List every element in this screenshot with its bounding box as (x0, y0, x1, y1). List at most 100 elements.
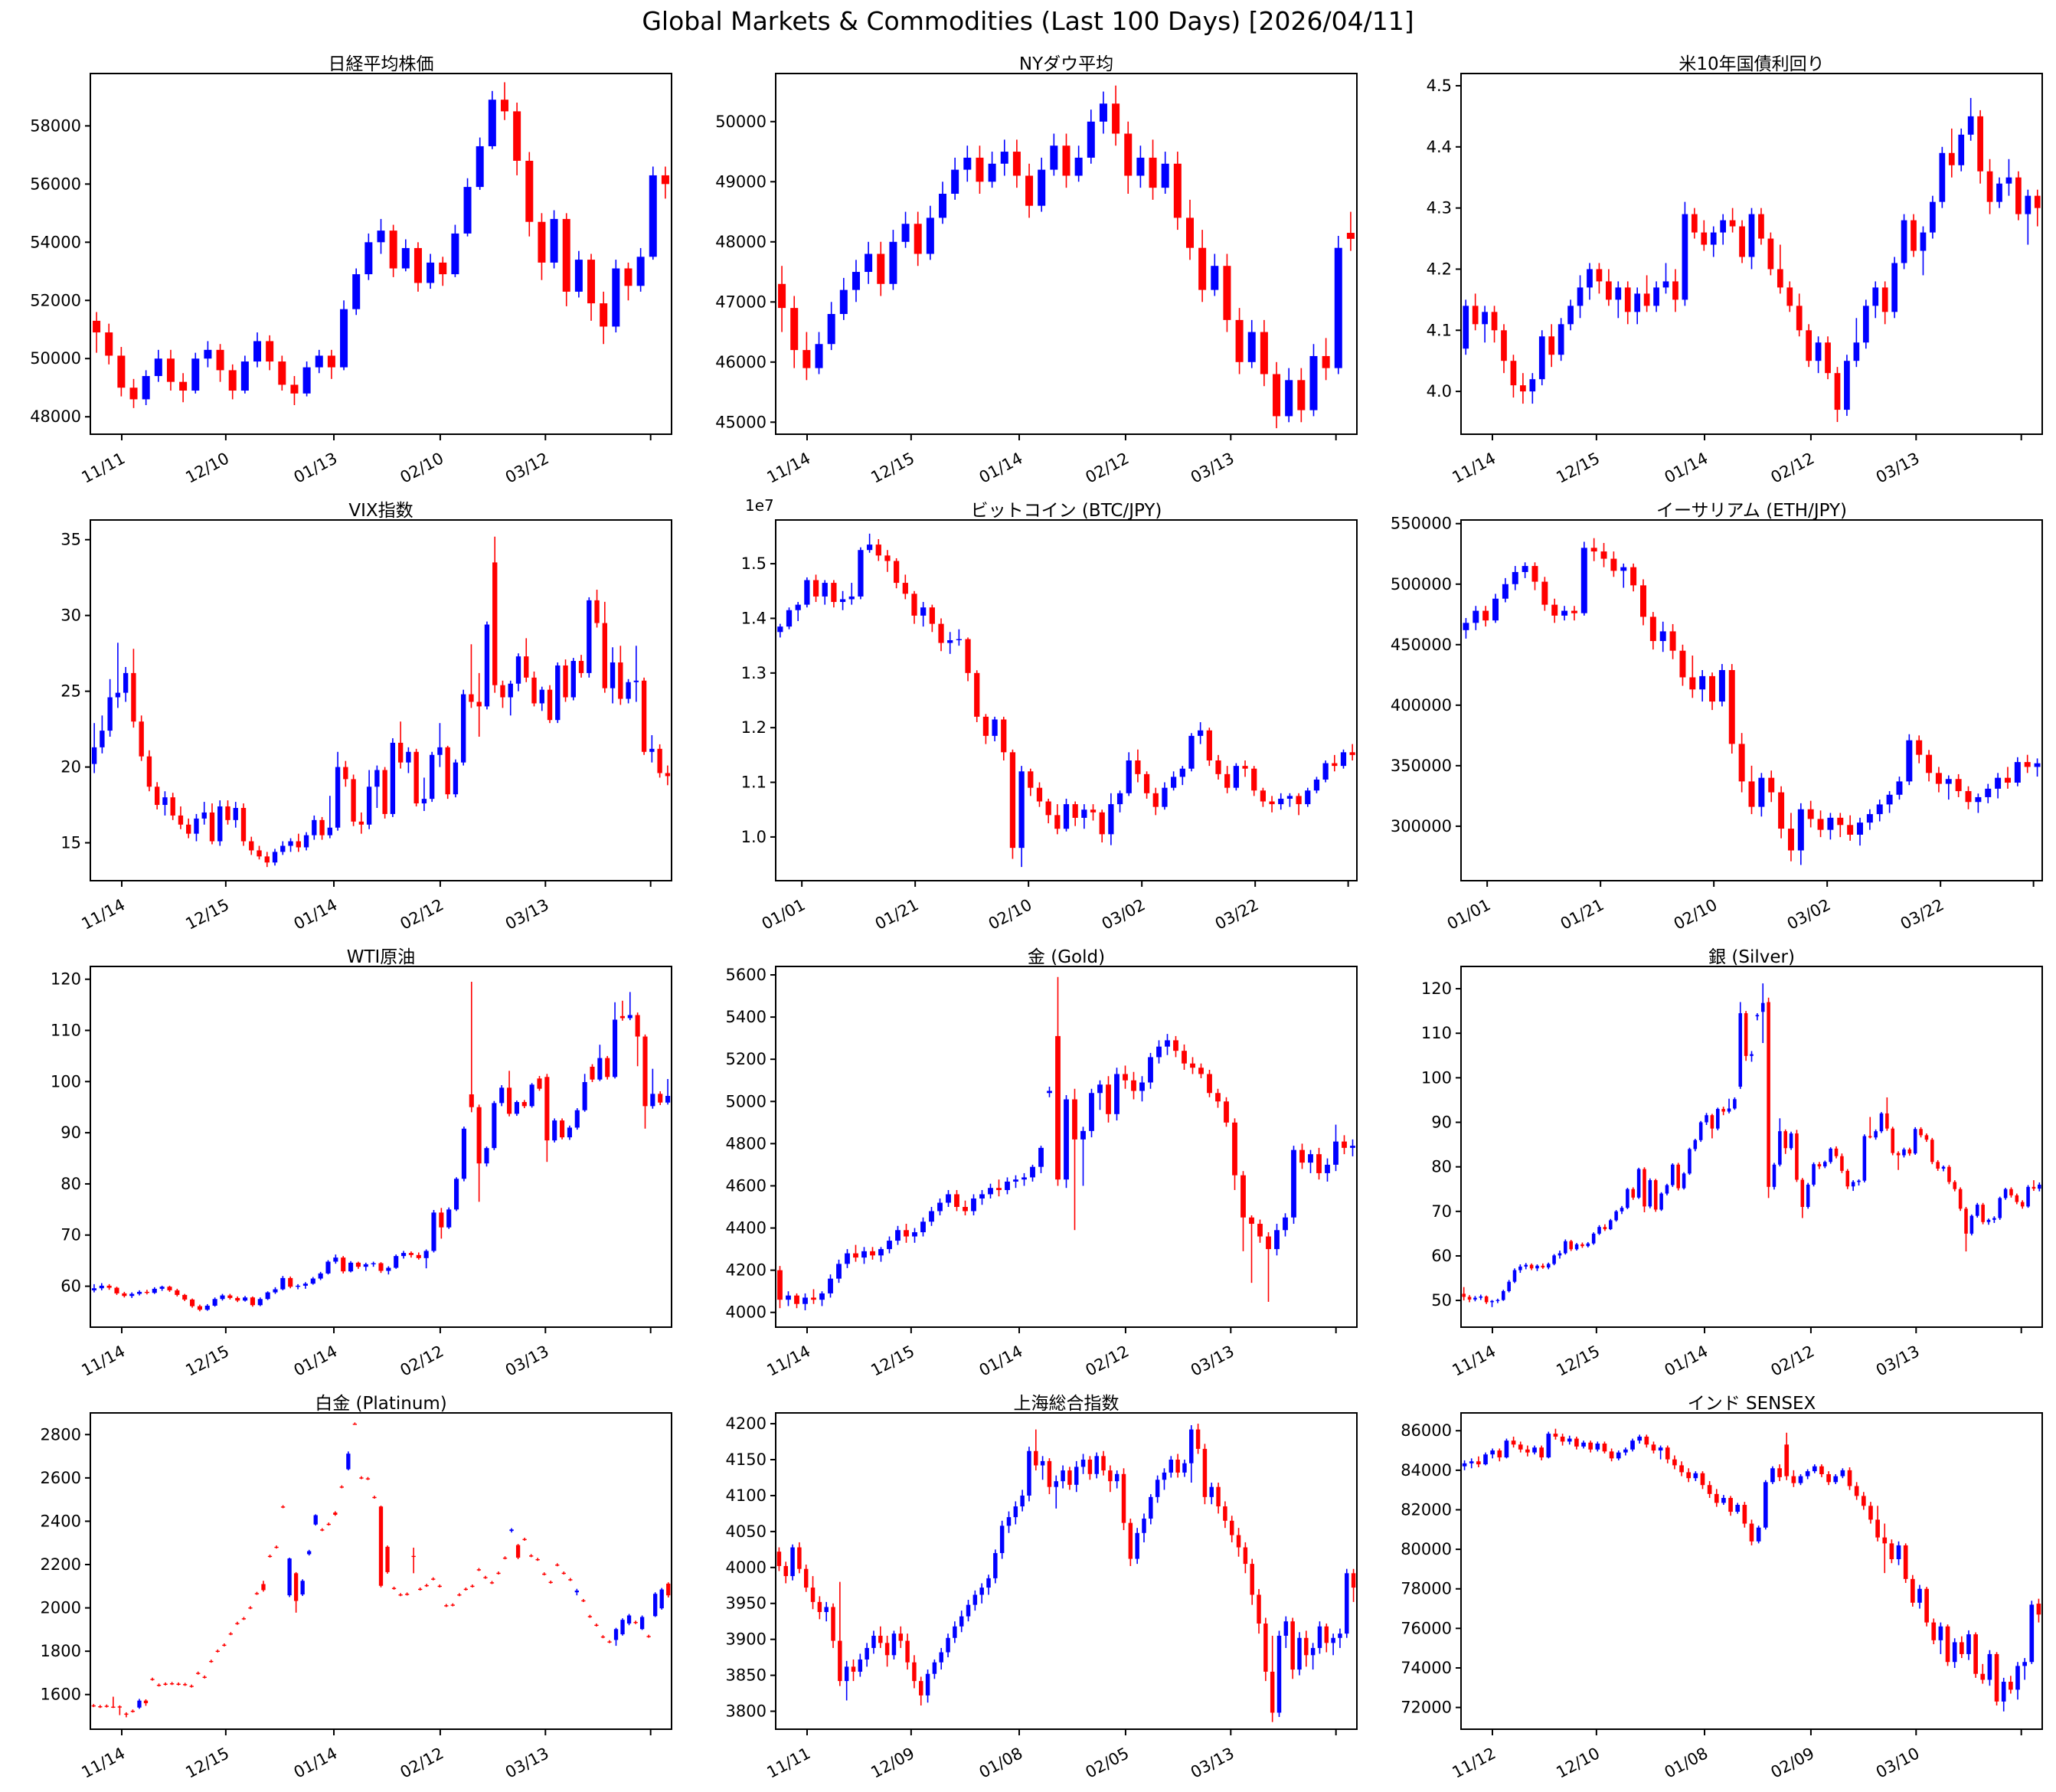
chart-canvas: 45000 46000 47000 48000 49000 50000 11/14 12/15… (685, 47, 1371, 494)
svg-text:12/15: 12/15 (868, 1342, 917, 1380)
candle (341, 1256, 346, 1274)
candle (1718, 664, 1725, 707)
candle (901, 211, 910, 248)
candle (550, 210, 558, 269)
candle (1735, 1503, 1741, 1514)
candle (1094, 1452, 1099, 1479)
svg-text:80: 80 (60, 1175, 81, 1193)
chart-title: 米10年国債利回り (1678, 54, 1825, 74)
candle (1224, 766, 1231, 793)
candle (463, 178, 472, 237)
candle (972, 1590, 978, 1611)
candle (394, 1254, 399, 1269)
candle (220, 1293, 225, 1301)
candle (607, 1640, 612, 1643)
candle (333, 1511, 338, 1516)
candle (1644, 1434, 1649, 1448)
candle (1529, 1263, 1534, 1270)
candle (1274, 1224, 1280, 1256)
candle (1257, 1219, 1263, 1243)
candle (1090, 804, 1097, 821)
candle (398, 1593, 403, 1597)
candle (1987, 1650, 1992, 1686)
svg-text:400000: 400000 (1391, 696, 1452, 715)
candle (535, 1558, 540, 1561)
candle (1198, 1063, 1204, 1078)
candle (1896, 1151, 1901, 1170)
candle (352, 268, 361, 316)
candle (1541, 1263, 1545, 1269)
svg-text:2400: 2400 (41, 1512, 81, 1530)
candle (802, 332, 811, 381)
candle (602, 601, 607, 693)
candle (1345, 1568, 1349, 1638)
candle (278, 355, 286, 391)
candle (1185, 199, 1194, 260)
candle (1038, 157, 1046, 212)
candle (965, 637, 971, 682)
candle (1992, 1216, 1996, 1223)
candle (824, 1601, 829, 1622)
chart-dow: NYダウ平均 45000 46000 47000 48000 49000 50000 11/… (685, 47, 1371, 494)
svg-text:58000: 58000 (30, 116, 81, 135)
candle (1966, 1630, 1971, 1660)
candle (1034, 1429, 1038, 1471)
candle (1235, 308, 1244, 374)
candle (364, 233, 373, 280)
candle (627, 992, 632, 1021)
candle (1198, 230, 1207, 302)
candle (938, 618, 944, 652)
candle (822, 580, 828, 605)
svg-text:70: 70 (60, 1226, 81, 1244)
candles (1462, 1428, 2041, 1712)
chart-title: 上海総合指数 (1013, 1394, 1120, 1414)
candle (1659, 621, 1666, 652)
candle (327, 796, 333, 839)
chart-shanghai: 上海総合指数 3800 3850 3900 3950 4000 4050 4100 4150 4… (685, 1387, 1371, 1789)
candle (587, 597, 592, 678)
candle (320, 1528, 325, 1532)
candle (1960, 1636, 1964, 1659)
svg-text:03/13: 03/13 (502, 895, 552, 934)
candle (235, 1296, 240, 1303)
candle (1561, 606, 1568, 621)
candle (437, 1584, 442, 1588)
candle (1223, 253, 1231, 332)
svg-text:12/15: 12/15 (868, 449, 917, 487)
chart-svg: 45000 46000 47000 48000 49000 50000 11/14 12/15… (715, 73, 1358, 487)
candle (1233, 763, 1239, 791)
candle (178, 806, 184, 829)
y-axis: 15 20 25 30 35 (60, 531, 90, 852)
candle (1538, 330, 1545, 386)
candle (1817, 810, 1824, 838)
candle (1114, 1470, 1120, 1489)
candle (1938, 1622, 1943, 1654)
candle (248, 1606, 253, 1610)
candle (499, 1084, 505, 1107)
candle (445, 745, 450, 800)
candle (1996, 177, 2002, 208)
chart-grid: 日経平均株価 48000 50000 52000 54000 56000 58000 11/… (0, 47, 2056, 1789)
chart-platinum: 白金 (Platinum) 1600 1800 2000 2200 2400 2600 28… (0, 1387, 685, 1789)
candle (932, 1659, 937, 1679)
candle (1067, 1467, 1072, 1490)
candle (1879, 1112, 1884, 1133)
svg-text:3950: 3950 (726, 1594, 767, 1613)
candle (1135, 1528, 1139, 1565)
svg-text:01/08: 01/08 (1662, 1744, 1711, 1782)
svg-text:350000: 350000 (1391, 757, 1452, 775)
candle (1889, 1539, 1894, 1564)
candle (1564, 1239, 1567, 1255)
candle (204, 341, 212, 368)
candle (2031, 1180, 2036, 1192)
candle (1081, 804, 1087, 829)
candle (1463, 299, 1469, 355)
candle (319, 816, 325, 840)
candle (1006, 1511, 1012, 1533)
candle (2014, 757, 2021, 786)
candle (1826, 1471, 1831, 1486)
candle (1812, 1464, 1817, 1473)
svg-text:35: 35 (60, 531, 81, 549)
candle (1868, 1117, 1872, 1139)
candle (626, 679, 631, 704)
